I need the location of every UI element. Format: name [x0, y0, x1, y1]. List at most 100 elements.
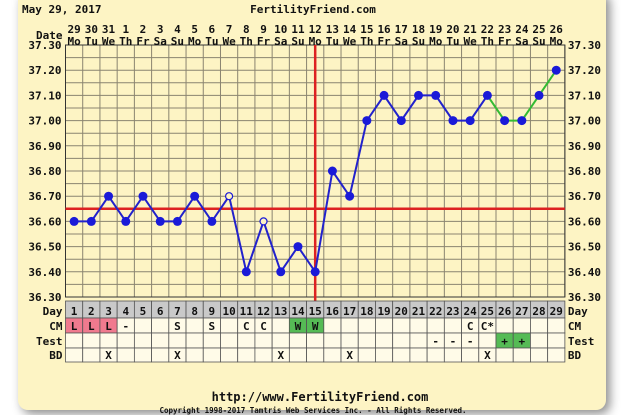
temperature-point [551, 65, 561, 75]
day-value: 20 [395, 305, 408, 318]
day-value: 6 [157, 305, 164, 318]
temperature-point-open [259, 217, 268, 226]
day-value: 13 [274, 305, 287, 318]
temperature-point [241, 267, 251, 277]
bd-cell [133, 347, 153, 363]
temperature-point [86, 216, 96, 226]
test-cell [340, 332, 359, 349]
temperature-point [310, 267, 320, 277]
date-label: 7 [226, 23, 233, 36]
cm-cell [151, 317, 170, 334]
bd-cell [237, 347, 256, 363]
bd-row-label-right: BD [568, 349, 582, 362]
cm-value: S [174, 320, 181, 333]
date-label: 1 [122, 23, 129, 36]
bd-cell [461, 347, 480, 363]
date-label: 12 [309, 23, 322, 36]
cm-value: L [105, 320, 112, 333]
test-cell [116, 332, 135, 349]
cm-value: C [467, 320, 474, 333]
cm-value: C* [481, 320, 494, 333]
date-label: 25 [532, 23, 545, 36]
weekday-label: Sa [395, 35, 408, 48]
temperature-point [431, 90, 441, 100]
test-cell [306, 332, 325, 349]
weekday-label: Mo [429, 35, 443, 48]
temperature-point [500, 116, 510, 126]
weekday-label: Tu [205, 35, 218, 48]
weekday-label: Tu [85, 35, 98, 48]
day-value: 24 [464, 305, 478, 318]
weekday-label: Th [360, 35, 373, 48]
cm-cell [375, 317, 394, 334]
temperature-point [121, 216, 131, 226]
weekday-label: We [343, 35, 357, 48]
test-cell [375, 332, 394, 349]
y-tick-right: 36.50 [568, 241, 601, 254]
weekday-label: Su [171, 35, 184, 48]
test-cell [168, 332, 187, 349]
weekday-label: Tu [326, 35, 339, 48]
y-tick-left: 36.90 [28, 140, 61, 153]
temperature-point [327, 166, 337, 176]
chart-date: May 29, 2017 [22, 3, 101, 16]
test-cell [357, 332, 376, 349]
y-tick-left: 36.70 [28, 190, 61, 203]
temperature-point [276, 267, 286, 277]
weekday-label: Fr [377, 35, 391, 48]
cm-cell [547, 317, 566, 334]
temperature-point [362, 116, 372, 126]
day-value: 22 [429, 305, 442, 318]
bd-row-label: BD [49, 349, 63, 362]
y-tick-left: 37.00 [28, 115, 61, 128]
temperature-point [414, 90, 424, 100]
test-row-label: Test [36, 335, 63, 348]
test-cell [409, 332, 428, 349]
temperature-point [207, 216, 217, 226]
weekday-label: Su [532, 35, 545, 48]
date-label: 14 [343, 23, 357, 36]
day-value: 15 [309, 305, 322, 318]
day-value: 21 [412, 305, 426, 318]
cm-value: C [243, 320, 250, 333]
cm-value: W [295, 320, 302, 333]
cm-row-label-right: CM [568, 320, 582, 333]
cm-cell [220, 317, 239, 334]
bd-value: X [277, 349, 284, 362]
test-cell [547, 332, 566, 349]
temperature-point [482, 90, 492, 100]
y-tick-left: 36.30 [28, 291, 61, 304]
date-label: 31 [102, 23, 116, 36]
date-label: 2 [140, 23, 147, 36]
copyright: Copyright 1998-2017 Tamtris Web Services… [159, 406, 466, 415]
date-label: 5 [191, 23, 198, 36]
bd-value: X [174, 349, 181, 362]
weekday-label: Fr [257, 35, 271, 48]
date-label: 22 [481, 23, 494, 36]
test-cell [392, 332, 411, 349]
day-value: 5 [140, 305, 147, 318]
y-tick-left: 36.80 [28, 165, 61, 178]
bd-cell [254, 347, 273, 363]
weekday-label: Su [291, 35, 304, 48]
weekday-label: Mo [309, 35, 323, 48]
temperature-point [104, 191, 114, 201]
day-value: 17 [343, 305, 356, 318]
bd-cell [512, 347, 531, 363]
y-tick-right: 37.00 [568, 115, 601, 128]
bd-cell [375, 347, 394, 363]
temperature-point [172, 216, 182, 226]
date-label: 26 [550, 23, 564, 36]
date-label: 23 [498, 23, 511, 36]
weekday-label: Sa [515, 35, 528, 48]
test-cell [220, 332, 239, 349]
bd-value: X [105, 349, 112, 362]
bd-cell [306, 347, 325, 363]
weekday-label: Th [119, 35, 132, 48]
temperature-point [517, 116, 527, 126]
bd-value: X [484, 349, 491, 362]
weekday-label: Mo [188, 35, 202, 48]
test-cell [151, 332, 170, 349]
cm-row-label: CM [49, 320, 63, 333]
date-label: 15 [360, 23, 373, 36]
